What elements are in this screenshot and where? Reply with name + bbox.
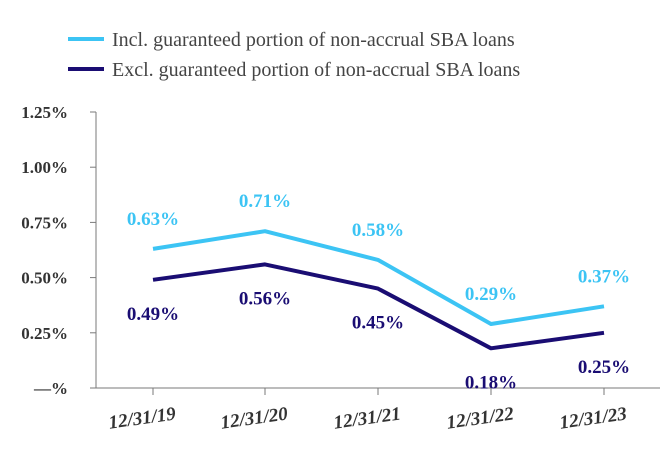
data-label: 0.29% [465, 284, 517, 305]
data-label: 0.71% [239, 191, 291, 212]
x-tick-label: 12/31/19 [107, 403, 177, 433]
data-label: 0.45% [352, 313, 404, 334]
x-tick-label: 12/31/22 [445, 403, 515, 433]
data-label: 0.58% [352, 220, 404, 241]
data-label: 0.18% [465, 372, 517, 393]
data-label: 0.25% [578, 357, 630, 378]
x-tick-label: 12/31/20 [219, 403, 289, 433]
y-tick-label: 0.50% [21, 269, 68, 288]
data-label: 0.49% [127, 304, 179, 325]
y-tick-label: —% [33, 379, 68, 398]
y-tick-label: 0.75% [21, 213, 68, 232]
legend-label-incl: Incl. guaranteed portion of non-accrual … [112, 29, 515, 51]
legend-label-excl: Excl. guaranteed portion of non-accrual … [112, 59, 520, 81]
data-label: 0.56% [239, 288, 291, 309]
x-tick-label: 12/31/23 [558, 403, 628, 433]
y-tick-label: 1.00% [21, 158, 68, 177]
axes: —% 0.25% 0.50% 0.75% 1.00% 1.25% 12/31/19 12/31… [21, 103, 660, 434]
data-label: 0.37% [578, 266, 630, 287]
data-label: 0.63% [127, 209, 179, 230]
y-tick-label: 1.25% [21, 103, 68, 122]
x-tick-label: 12/31/21 [332, 403, 402, 433]
legend: Incl. guaranteed portion of non-accrual … [68, 29, 520, 81]
y-tick-label: 0.25% [21, 324, 68, 343]
series-line-incl [152, 229, 605, 326]
series-line-excl [152, 262, 605, 351]
data-labels: 0.63% 0.71% 0.58% 0.29% 0.37% 0.49% 0.56% 0.45%… [127, 191, 630, 393]
series-group [152, 229, 605, 351]
